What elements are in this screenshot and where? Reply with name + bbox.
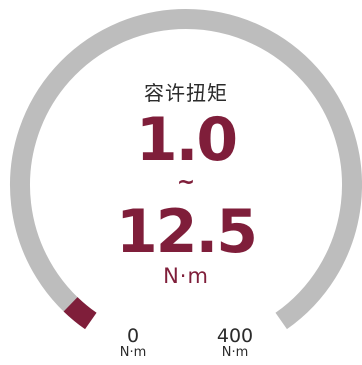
scale-min-label: 0 N·m	[110, 326, 156, 360]
torque-unit: N·m	[163, 264, 209, 288]
scale-max-value: 400	[216, 325, 254, 347]
scale-min-unit: N·m	[119, 345, 147, 360]
range-separator: ~	[176, 170, 196, 195]
gauge-fill	[63, 296, 97, 330]
scale-max-label: 400 N·m	[210, 326, 260, 360]
torque-max-value: 12.5	[115, 197, 258, 267]
gauge-track	[10, 9, 362, 330]
scale-min-value: 0	[126, 325, 140, 347]
gauge-title: 容许扭矩	[144, 81, 228, 105]
scale-max-unit: N·m	[221, 345, 249, 360]
torque-min-value: 1.0	[135, 105, 238, 175]
